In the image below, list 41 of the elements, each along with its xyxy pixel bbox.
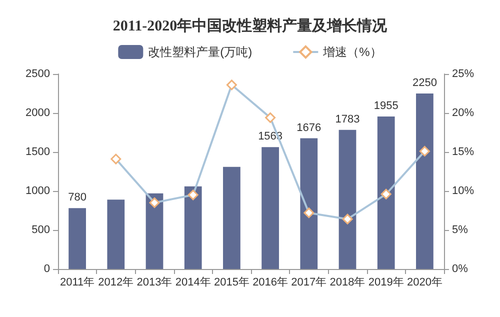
bar: [416, 94, 434, 269]
x-tick-label: 2018年: [330, 276, 366, 288]
bar: [377, 116, 395, 269]
y-tick-label: 2500: [26, 68, 50, 80]
bar: [262, 147, 279, 269]
y2-tick-label: 5%: [452, 224, 468, 236]
data-label: 1783: [335, 113, 360, 126]
x-tick-label: 2011年: [60, 276, 95, 288]
bar: [338, 130, 356, 269]
y2-tick-label: 20%: [452, 107, 474, 119]
data-label: 1676: [296, 122, 322, 134]
bar: [184, 186, 202, 269]
x-tick-label: 2017年: [291, 276, 327, 288]
x-tick-label: 2013年: [136, 276, 172, 288]
y2-tick-label: 0%: [452, 263, 468, 275]
bar: [223, 166, 240, 269]
bar: [68, 208, 86, 269]
y2-tick-label: 25%: [452, 68, 474, 80]
y-tick-label: 1000: [26, 185, 50, 197]
y-tick-label: 0: [44, 263, 50, 275]
data-label: 780: [68, 192, 86, 204]
x-tick-label: 2015年: [214, 276, 250, 288]
legend-label: 增速（%）: [322, 45, 382, 59]
bar: [146, 193, 164, 269]
data-label: 1563: [258, 130, 283, 143]
y-tick-label: 1500: [26, 146, 50, 158]
data-label: 1955: [374, 100, 398, 112]
y2-tick-label: 15%: [452, 146, 474, 158]
bar: [300, 138, 318, 269]
x-tick-label: 2016年: [252, 276, 288, 288]
data-label: 2250: [412, 77, 437, 89]
legend-label: 改性塑料产量(万吨): [148, 45, 252, 59]
x-tick-label: 2019年: [368, 276, 404, 288]
x-tick-label: 2014年: [175, 276, 211, 288]
x-tick-label: 2020年: [406, 276, 442, 288]
x-tick-label: 2012年: [98, 276, 134, 288]
y-tick-label: 500: [32, 224, 50, 236]
y2-tick-label: 10%: [452, 185, 474, 197]
bar: [107, 200, 125, 269]
chart-title: 2011-2020年中国改性塑料产量及增长情况: [112, 16, 388, 34]
y-tick-label: 2000: [26, 107, 50, 119]
